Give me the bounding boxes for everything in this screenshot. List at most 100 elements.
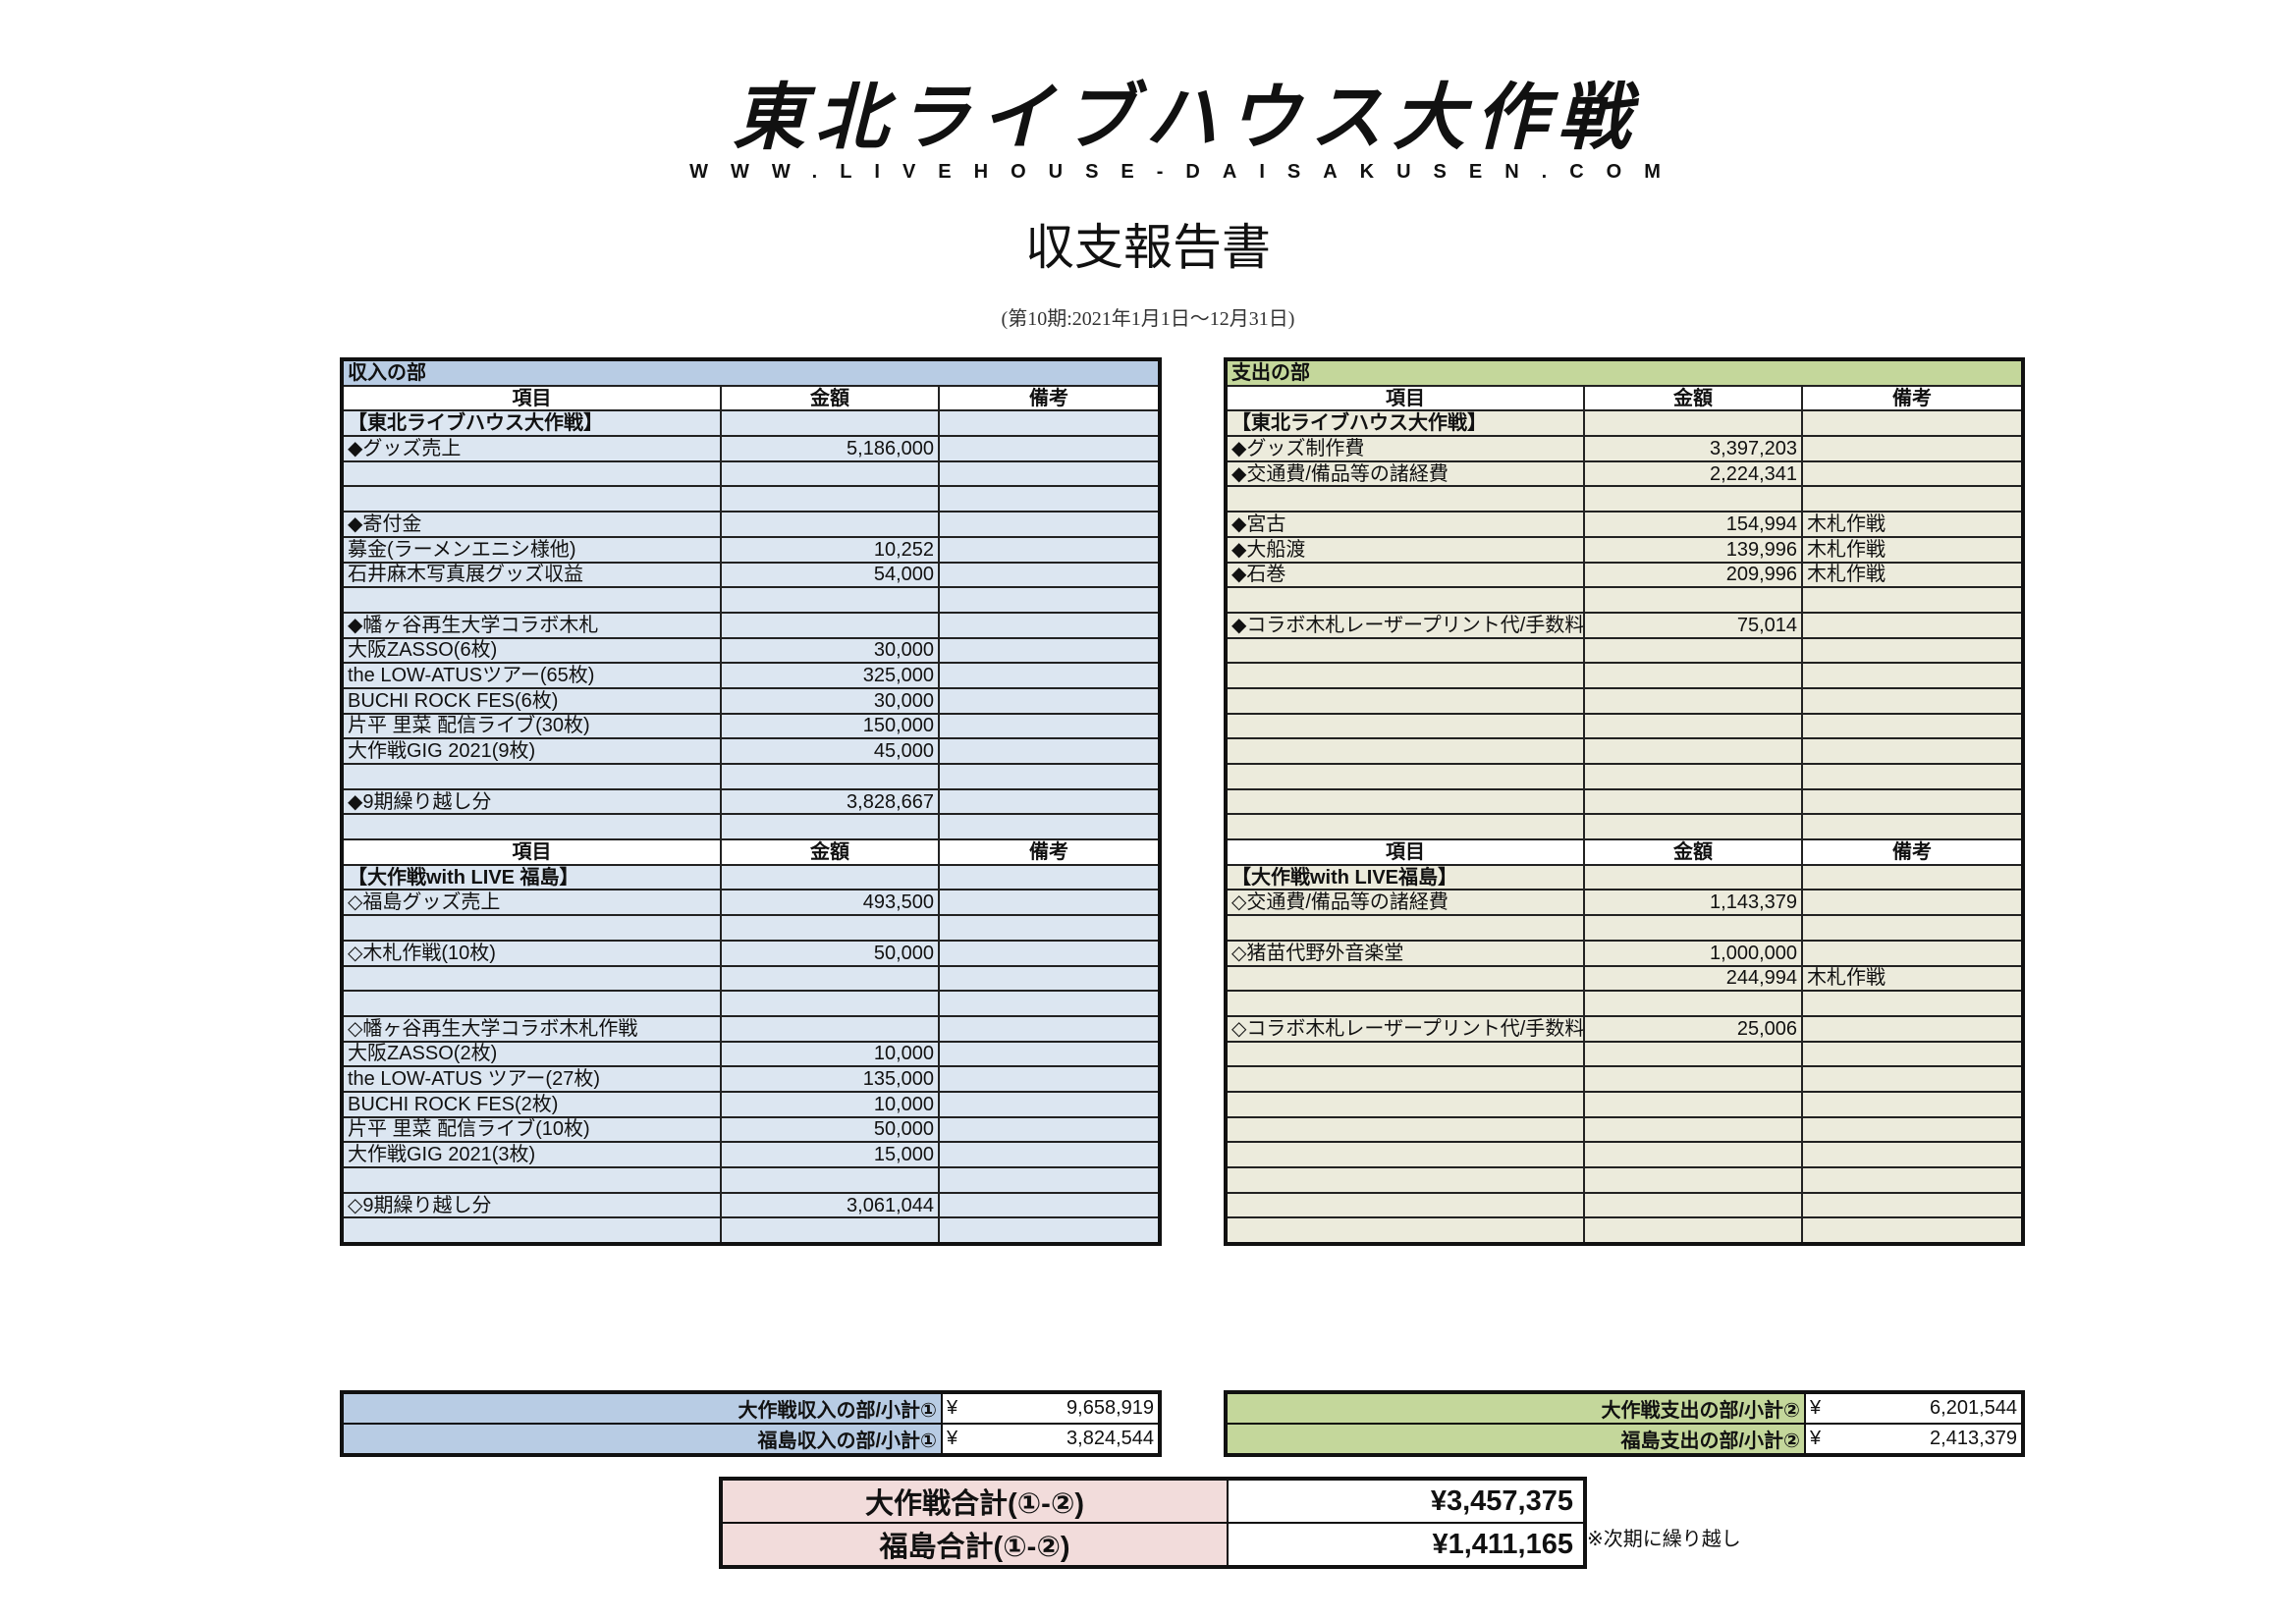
amount-cell: [1583, 787, 1803, 816]
amount-cell: [1583, 712, 1803, 740]
table-row: [1225, 485, 2025, 513]
item-cell: ◇猪苗代野外音楽堂: [1225, 939, 1585, 967]
table-row: the LOW-ATUSツアー(65枚) 325,000: [341, 662, 1162, 689]
subtotal-label: 福島支出の部/小計②: [1225, 1423, 1806, 1456]
logo: 東北ライブハウス大作戦: [733, 76, 1640, 160]
amount-cell: 50,000: [720, 1115, 940, 1144]
amount-cell: 75,014: [1583, 611, 1803, 639]
item-cell: [1225, 1065, 1585, 1093]
item-cell: ◆コラボ木札レーザープリント代/手数料: [1225, 611, 1585, 639]
note-cell: [1800, 485, 2025, 513]
note-cell: [1800, 1191, 2025, 1219]
amount-cell: 154,994: [1583, 511, 1803, 538]
note-cell: [1800, 863, 2025, 891]
amount-cell: [720, 813, 940, 841]
note-cell: [1800, 1040, 2025, 1068]
amount-cell: 209,996: [1583, 561, 1803, 589]
item-cell: ◆9期繰り越し分: [341, 787, 722, 816]
item-cell: the LOW-ATUS ツアー(27枚): [341, 1065, 722, 1093]
table-row: ◆コラボ木札レーザープリント代/手数料 75,014: [1225, 611, 2025, 639]
table-row: [1225, 914, 2025, 942]
item-cell: [341, 914, 722, 942]
amount-cell: [1583, 1191, 1803, 1219]
table-row: [1225, 636, 2025, 665]
item-cell: 【大作戦with LIVE福島】: [1225, 863, 1585, 891]
note-cell: 木札作戦: [1800, 561, 2025, 589]
amount-cell: [720, 964, 940, 993]
item-cell: ◆石巻: [1225, 561, 1585, 589]
amount-cell: 5,186,000: [720, 435, 940, 462]
amount-cell: 3,397,203: [1583, 435, 1803, 462]
item-cell: [341, 763, 722, 790]
column-header: 金額: [720, 384, 940, 412]
table-row: 【大作戦with LIVE 福島】: [341, 863, 1162, 891]
note-cell: [937, 889, 1162, 917]
amount-cell: [720, 409, 940, 438]
note-cell: [937, 964, 1162, 993]
item-cell: [1225, 914, 1585, 942]
amount-cell: [1583, 1166, 1803, 1194]
amount-cell: 3,061,044: [720, 1191, 940, 1219]
item-cell: [1225, 1216, 1585, 1246]
note-cell: [937, 1040, 1162, 1068]
item-cell: [1225, 712, 1585, 740]
amount-cell: [1583, 863, 1803, 891]
note-cell: [1800, 990, 2025, 1017]
amount-cell: [1583, 1216, 1803, 1246]
note-cell: [937, 1115, 1162, 1144]
table-row: ◆宮古 154,994 木札作戦: [1225, 511, 2025, 538]
amount-cell: 30,000: [720, 686, 940, 715]
amount-cell: [1583, 813, 1803, 841]
amount-cell: 10,000: [720, 1090, 940, 1118]
amount-cell: 139,996: [1583, 535, 1803, 564]
amount-cell: 493,500: [720, 889, 940, 917]
note-cell: [937, 990, 1162, 1017]
amount-cell: [720, 1166, 940, 1194]
note-cell: [1800, 459, 2025, 488]
note-cell: [1800, 787, 2025, 816]
table-row: ◆幡ヶ谷再生大学コラボ木札: [341, 611, 1162, 639]
column-header: 備考: [1800, 384, 2025, 412]
item-cell: [1225, 787, 1585, 816]
table-row: [1225, 1141, 2025, 1168]
item-cell: the LOW-ATUSツアー(65枚): [341, 662, 722, 689]
column-header: 項目: [341, 838, 722, 866]
amount-cell: 150,000: [720, 712, 940, 740]
item-cell: 【東北ライブハウス大作戦】: [341, 409, 722, 438]
item-cell: ◇交通費/備品等の諸経費: [1225, 889, 1585, 917]
note-cell: [1800, 1166, 2025, 1194]
note-cell: [937, 1065, 1162, 1093]
amount-cell: [720, 863, 940, 891]
note-cell: [937, 586, 1162, 614]
table-row: [1225, 1040, 2025, 1068]
table-row: ◇木札作戦(10枚) 50,000: [341, 939, 1162, 967]
item-cell: 募金(ラーメンエニシ様他): [341, 535, 722, 564]
note-cell: [937, 863, 1162, 891]
section-title: 収入の部: [340, 358, 1162, 387]
period-subtitle: (第10期:2021年1月1日～12月31日): [1001, 308, 1295, 330]
item-cell: [341, 586, 722, 614]
item-cell: 【東北ライブハウス大作戦】: [1225, 409, 1585, 438]
amount-cell: [1583, 914, 1803, 942]
item-cell: [1225, 1166, 1585, 1194]
amount-cell: [1583, 1141, 1803, 1168]
item-cell: [1225, 662, 1585, 689]
item-cell: 片平 里菜 配信ライブ(30枚): [341, 712, 722, 740]
amount-cell: [1583, 1090, 1803, 1118]
item-cell: 石井麻木写真展グッズ収益: [341, 561, 722, 589]
amount-cell: [1583, 485, 1803, 513]
item-cell: ◇福島グッズ売上: [341, 889, 722, 917]
table-row: [1225, 1166, 2025, 1194]
amount-cell: [1583, 990, 1803, 1017]
amount-cell: 1,000,000: [1583, 939, 1803, 967]
table-row: [341, 914, 1162, 942]
note-cell: [937, 1141, 1162, 1168]
income-subtotals: 大作戦収入の部/小計① ¥9,658,919 福島収入の部/小計① ¥3,824…: [340, 1390, 1162, 1457]
table-row: [341, 1166, 1162, 1194]
note-cell: [937, 1014, 1162, 1043]
amount-cell: 25,006: [1583, 1014, 1803, 1043]
amount-cell: [720, 485, 940, 513]
table-row: ◆9期繰り越し分 3,828,667: [341, 787, 1162, 816]
subtotal-value: ¥3,824,544: [941, 1423, 1161, 1456]
total-label: 大作戦合計(①-②): [720, 1478, 1229, 1524]
